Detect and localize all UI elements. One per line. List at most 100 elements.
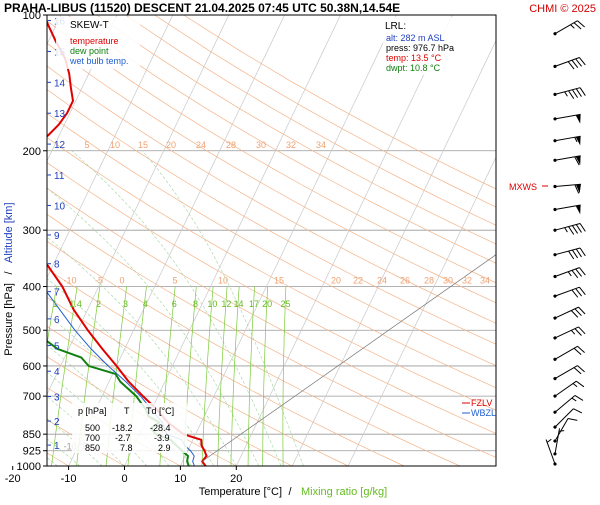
level-table: p [hPa] T Td [°C] 500 -18.2 -28.4 700 -2…: [72, 403, 187, 453]
wind-barb-feather: [570, 310, 579, 318]
legend-temperature: temperature: [70, 36, 119, 46]
pressure-tick-label: 500: [23, 325, 41, 337]
mixing-ratio-label: 20: [262, 299, 272, 309]
dry-adiabat-label: 26: [400, 276, 410, 286]
wind-barb-staff: [554, 267, 580, 277]
wind-barb-feather: [574, 308, 582, 317]
wind-barb-pennant: [575, 204, 581, 215]
wind-barb-feather: [574, 184, 580, 194]
wind-barb-feather: [573, 22, 582, 30]
wind-barb: [553, 286, 586, 298]
altitude-tick-label: 7: [54, 288, 60, 299]
wind-barb: [545, 438, 557, 466]
mixing-ratio-label: 12: [221, 299, 231, 309]
table-row-t: -18.2: [112, 423, 133, 433]
dry-adiabat-line: [47, 187, 496, 434]
wind-barb: [553, 155, 581, 166]
mixing-ratio-label: 1: [52, 299, 57, 309]
pressure-tick-label: 300: [23, 225, 41, 237]
mixing-ratio-line: [47, 286, 57, 347]
wind-barb-half-feather: [570, 24, 575, 29]
dry-adiabat-label: 34: [316, 140, 326, 150]
moist-adiabat-line: [47, 313, 192, 466]
wind-barb-feather: [571, 289, 579, 298]
moist-adiabat-line: [71, 150, 282, 466]
table-row-t: 7.8: [120, 443, 133, 453]
pressure-tick-label: 925: [23, 446, 41, 458]
pressure-tick-label: 100: [23, 10, 41, 22]
wind-barb-feather: [575, 58, 582, 67]
isotherm-line: [180, 15, 397, 466]
ylabel-altitude: Altitude [km]: [3, 202, 15, 263]
wind-barb: [553, 326, 586, 340]
xlabel-temperature: Temperature [°C]: [199, 486, 282, 498]
mixing-ratio-line: [262, 286, 268, 466]
wind-barb-feather: [576, 380, 585, 388]
wind-barb-feather: [567, 61, 575, 70]
wind-barb-feather: [573, 408, 583, 414]
altitude-tick-label: 11: [54, 171, 65, 182]
dry-adiabat-label: 30: [443, 276, 453, 286]
table-row-td: 2.9: [158, 443, 171, 453]
dry-adiabat-line: [47, 296, 349, 466]
wind-barb-feather: [579, 267, 586, 276]
dry-adiabat-line: [47, 112, 496, 367]
wind-barb: [553, 408, 583, 429]
dry-adiabat-line: [47, 268, 405, 466]
mixing-ratio-line: [51, 286, 78, 466]
wind-barb: [553, 87, 586, 99]
fzlv-label: FZLV: [471, 398, 492, 408]
mixing-ratio-line: [217, 286, 228, 466]
mixing-ratio-line: [247, 286, 255, 466]
moist-adiabat-line: [47, 187, 259, 466]
wind-barb-staff: [554, 418, 569, 442]
wind-barb: [553, 417, 578, 443]
wind-barb-feather: [574, 395, 584, 401]
dry-adiabat-label: 34: [480, 276, 490, 286]
wind-barb-half-feather: [567, 271, 572, 277]
wind-barb-half-feather: [570, 329, 576, 335]
wbzl-label: WBZL: [471, 408, 496, 418]
wind-barb-half-feather: [564, 227, 568, 233]
pressure-tick-label: 850: [23, 429, 41, 441]
wind-barb-staff: [554, 428, 561, 454]
altitude-tick-label: 4: [54, 367, 60, 378]
xlabel-mixing: Mixing ratio [g/kg]: [301, 486, 387, 498]
isotherm-line: [291, 39, 496, 466]
wind-barb-feather: [571, 270, 579, 279]
dry-adiabat-line: [47, 419, 125, 466]
mixing-ratio-label: 4: [143, 299, 148, 309]
table-header-t: T: [124, 406, 130, 416]
wind-barb-feather: [577, 365, 585, 373]
isotherm-line: [347, 156, 496, 466]
x-axis-title: Temperature [°C] / Mixing ratio [g/kg]: [199, 486, 387, 498]
wind-barb-feather: [577, 20, 585, 28]
wind-barb: [553, 365, 585, 381]
altitude-tick-label: 2: [54, 417, 60, 428]
dry-adiabat-label: 10: [110, 140, 120, 150]
dry-adiabat-label: 10: [218, 276, 228, 286]
table-row-td: -3.9: [154, 433, 170, 443]
dry-adiabat-label: -10: [63, 276, 76, 286]
mixing-ratio-line: [282, 286, 287, 466]
wind-barb-staff: [554, 365, 578, 380]
altitude-tick-label: 1: [54, 441, 60, 452]
wind-barb-staff: [554, 286, 580, 297]
dry-adiabat-line: [47, 213, 496, 458]
dry-adiabat-label: 20: [166, 140, 176, 150]
legend-dew-point: dew point: [70, 46, 109, 56]
dry-adiabat-line: [47, 137, 496, 389]
background-lines: [47, 15, 496, 466]
wind-barb-staff: [554, 20, 578, 35]
mixing-ratio-label: 25: [280, 299, 290, 309]
lrl-dwpt: dwpt: 10.8 °C: [386, 63, 441, 73]
wind-barb: [553, 267, 586, 279]
mixing-ratio-line: [201, 286, 214, 466]
table-row-p: 850: [85, 443, 100, 453]
wind-barb: [553, 183, 581, 194]
wind-barb: [553, 306, 586, 320]
y-axis-title: Pressure [hPa] / Altitude [km]: [3, 202, 15, 355]
wind-barb-feather: [579, 57, 586, 66]
isotherm-line: [47, 15, 230, 396]
wind-barb-feather: [575, 288, 582, 297]
